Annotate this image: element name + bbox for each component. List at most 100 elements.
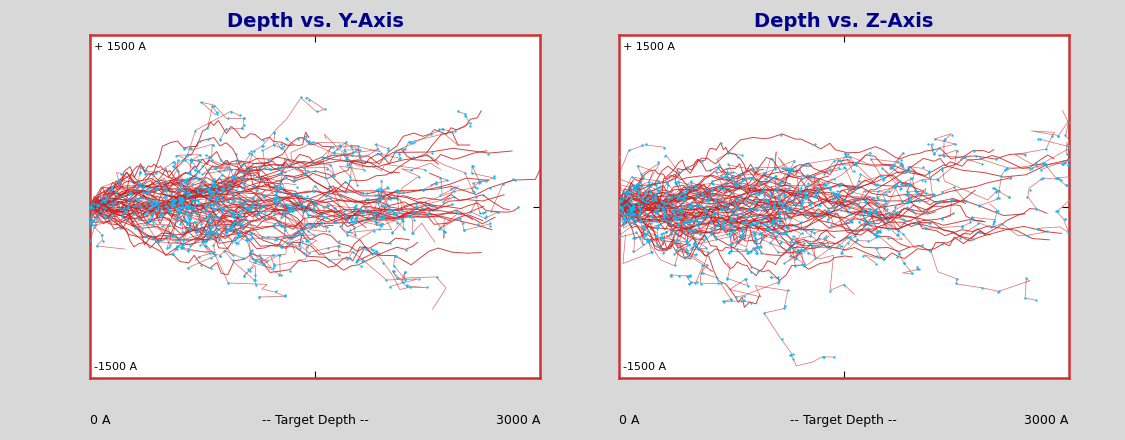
Point xyxy=(81,203,99,210)
Point xyxy=(443,129,461,136)
Point xyxy=(231,219,249,226)
Point xyxy=(747,164,765,171)
Point xyxy=(224,172,242,179)
Point xyxy=(335,208,353,215)
Point xyxy=(732,231,750,238)
Point xyxy=(1036,145,1054,152)
Point xyxy=(623,211,641,218)
Point xyxy=(930,198,948,205)
Point xyxy=(728,204,746,211)
Point xyxy=(176,209,194,216)
Point xyxy=(793,247,811,254)
Point xyxy=(799,193,817,200)
Point xyxy=(388,187,406,194)
Point xyxy=(359,206,377,213)
Point xyxy=(467,194,485,201)
Point xyxy=(298,221,316,228)
Point xyxy=(813,353,831,360)
Point xyxy=(901,193,919,200)
Point xyxy=(729,196,747,203)
Point xyxy=(690,219,708,226)
Point xyxy=(132,194,150,201)
Point xyxy=(644,217,662,224)
Point xyxy=(282,239,300,246)
Point xyxy=(781,238,799,246)
Point xyxy=(640,238,658,246)
Point xyxy=(90,201,108,208)
Point xyxy=(82,213,100,220)
Point xyxy=(180,204,198,211)
Point xyxy=(282,205,300,212)
Point xyxy=(180,189,198,196)
Point xyxy=(345,204,363,211)
Point xyxy=(710,221,728,228)
Point xyxy=(610,204,628,211)
Point xyxy=(666,230,684,237)
Point xyxy=(781,203,799,210)
Point xyxy=(855,215,873,222)
Point xyxy=(177,180,195,187)
Point xyxy=(125,211,143,218)
Point xyxy=(369,197,387,204)
Point xyxy=(1037,161,1055,168)
Point xyxy=(611,218,629,225)
Point xyxy=(622,182,640,189)
Point xyxy=(667,180,685,187)
Point xyxy=(82,202,100,209)
Point xyxy=(351,205,369,212)
Point xyxy=(713,205,731,213)
Point xyxy=(772,190,790,197)
Point xyxy=(620,211,638,218)
Point xyxy=(748,207,766,214)
Point xyxy=(199,214,217,221)
Point xyxy=(179,188,197,195)
Point xyxy=(1034,159,1052,166)
Point xyxy=(611,203,629,210)
Point xyxy=(238,167,256,174)
Point xyxy=(253,147,271,154)
Point xyxy=(1060,161,1078,168)
Point xyxy=(826,203,844,210)
Point xyxy=(705,226,723,233)
Point xyxy=(300,195,318,202)
Point xyxy=(631,216,649,223)
Point xyxy=(223,174,241,181)
Point xyxy=(164,200,182,207)
Point xyxy=(234,201,252,208)
Point xyxy=(205,189,223,196)
Point xyxy=(273,209,291,216)
Point xyxy=(169,208,187,215)
Point xyxy=(190,158,208,165)
Point xyxy=(314,220,332,227)
Point xyxy=(1037,161,1055,169)
Point xyxy=(678,238,696,246)
Point xyxy=(396,268,414,275)
Point xyxy=(220,226,238,233)
Point xyxy=(305,221,323,228)
Point xyxy=(169,199,187,206)
Point xyxy=(179,220,197,227)
Point xyxy=(181,145,199,152)
Point xyxy=(742,174,760,181)
Point xyxy=(298,244,316,251)
Point xyxy=(713,223,731,230)
Point xyxy=(374,220,391,227)
Point xyxy=(892,181,910,188)
Point xyxy=(624,211,642,218)
Point xyxy=(650,183,668,190)
Point xyxy=(753,216,771,224)
Point xyxy=(279,206,297,213)
Point xyxy=(178,183,196,191)
Point xyxy=(284,203,302,210)
Point xyxy=(736,213,754,220)
Point xyxy=(399,212,417,219)
Point xyxy=(346,214,364,221)
Point xyxy=(114,205,132,213)
Point xyxy=(92,199,110,206)
Point xyxy=(754,207,772,214)
Point xyxy=(897,168,915,175)
Point xyxy=(367,209,385,216)
Point xyxy=(854,206,872,213)
Point xyxy=(777,206,795,213)
Point xyxy=(826,194,844,201)
